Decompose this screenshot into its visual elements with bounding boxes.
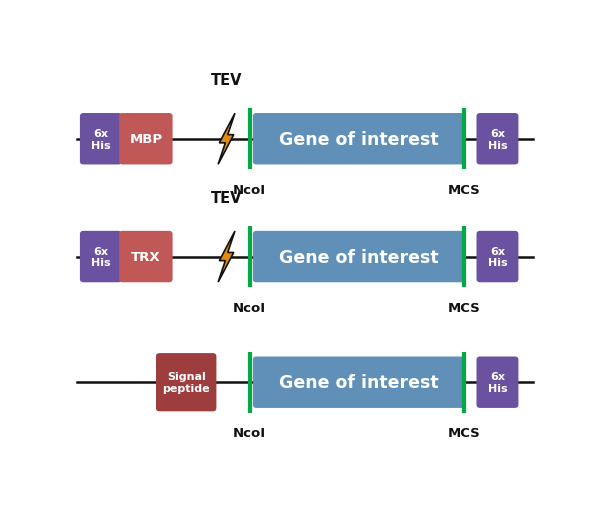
Text: TEV: TEV [211,190,242,205]
Polygon shape [218,232,235,282]
Text: Gene of interest: Gene of interest [279,248,439,266]
FancyBboxPatch shape [80,232,122,282]
FancyBboxPatch shape [119,114,173,165]
Text: Gene of interest: Gene of interest [279,374,439,391]
Text: Gene of interest: Gene of interest [279,130,439,149]
Text: 6x
His: 6x His [91,246,111,268]
FancyBboxPatch shape [477,357,518,408]
FancyBboxPatch shape [253,232,465,282]
Text: TEV: TEV [211,73,242,88]
Text: MCS: MCS [447,427,480,440]
Text: MCS: MCS [447,301,480,314]
FancyBboxPatch shape [477,114,518,165]
FancyBboxPatch shape [477,232,518,282]
Text: NcoI: NcoI [233,301,266,314]
Text: NcoI: NcoI [233,184,266,196]
Text: 6x
His: 6x His [488,129,508,150]
Text: 6x
His: 6x His [488,246,508,268]
Text: MCS: MCS [447,184,480,196]
Polygon shape [218,114,235,165]
FancyBboxPatch shape [253,357,465,408]
Text: TRX: TRX [131,250,161,264]
FancyBboxPatch shape [119,232,173,282]
Text: Signal
peptide: Signal peptide [162,372,210,393]
Text: NcoI: NcoI [233,427,266,440]
Text: 6x
His: 6x His [488,372,508,393]
FancyBboxPatch shape [80,114,122,165]
FancyBboxPatch shape [253,114,465,165]
Text: 6x
His: 6x His [91,129,111,150]
FancyBboxPatch shape [156,353,217,411]
Text: MBP: MBP [129,133,162,146]
